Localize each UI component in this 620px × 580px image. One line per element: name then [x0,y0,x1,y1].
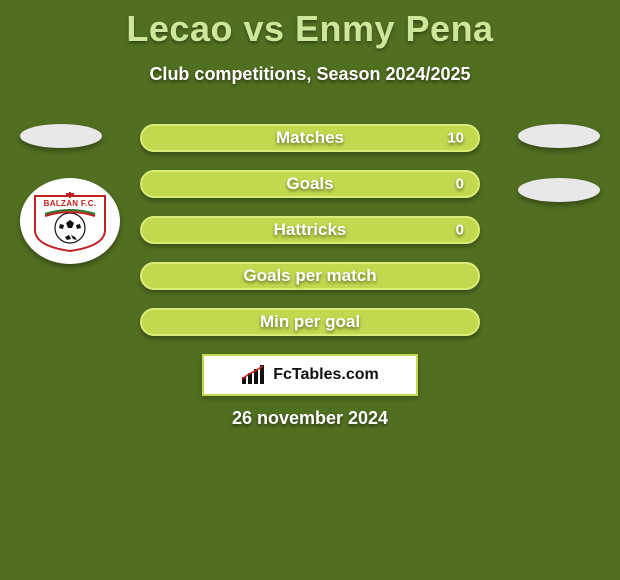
stat-label: Hattricks [274,220,347,240]
stat-label: Goals [286,174,333,194]
stat-label: Matches [276,128,344,148]
stat-row-min-per-goal: Min per goal [140,308,480,336]
stat-value: 10 [447,130,464,147]
stat-value: 0 [456,222,464,239]
stats-bars: Matches 10 Goals 0 Hattricks 0 Goals per… [140,124,480,354]
date-text: 26 november 2024 [0,408,620,429]
subtitle: Club competitions, Season 2024/2025 [0,64,620,85]
stat-row-matches: Matches 10 [140,124,480,152]
player-right-placeholder-icon [518,124,600,148]
stat-label: Goals per match [243,266,376,286]
club-right-placeholder-icon [518,178,600,202]
club-name: BALZAN F.C. [31,199,109,208]
brand-text: FcTables.com [273,366,379,384]
page-title: Lecao vs Enmy Pena [0,0,620,50]
stat-value: 0 [456,176,464,193]
stat-label: Min per goal [260,312,360,332]
bars-icon [241,365,267,385]
stat-row-goals-per-match: Goals per match [140,262,480,290]
stat-row-goals: Goals 0 [140,170,480,198]
stat-row-hattricks: Hattricks 0 [140,216,480,244]
brand-box: FcTables.com [202,354,418,396]
club-badge-left: BALZAN F.C. [20,178,120,264]
player-left-placeholder-icon [20,124,102,148]
